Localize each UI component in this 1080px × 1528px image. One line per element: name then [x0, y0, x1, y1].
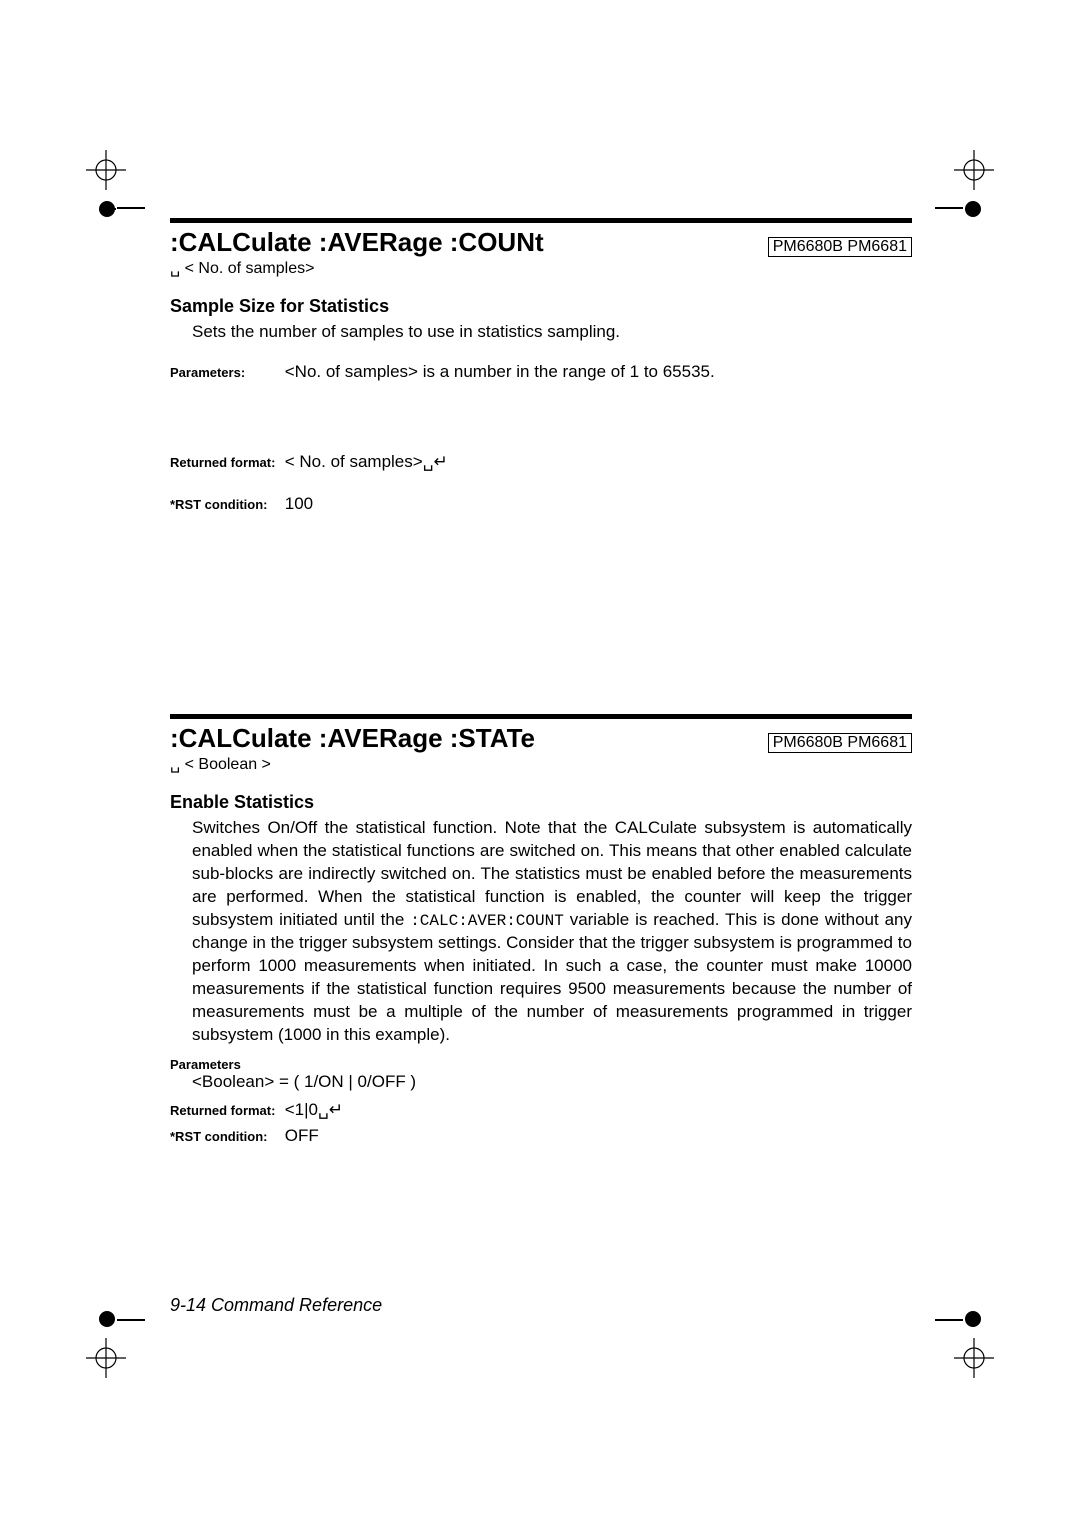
reg-bottom-left — [98, 1310, 116, 1328]
command-title: :CALCulate :AVERage :COUNt — [170, 227, 544, 258]
description: Switches On/Off the statistical function… — [192, 817, 912, 1047]
page-footer: 9-14 Command Reference — [170, 1295, 382, 1316]
cropmark-bottom-left — [86, 1338, 126, 1378]
returned-text: < No. of samples>␣↵ — [285, 452, 448, 471]
rst-text: 100 — [285, 494, 313, 513]
rst-row: *RST condition: OFF — [170, 1126, 912, 1146]
syntax-line: ␣ < Boolean > — [170, 754, 912, 774]
cropmark-top-right — [954, 150, 994, 190]
rst-row: *RST condition: 100 — [170, 494, 912, 514]
page-content: :CALCulate :AVERage :COUNt PM6680B PM668… — [170, 218, 912, 1316]
reg-bar-br — [935, 1319, 963, 1321]
cropmark-bottom-right — [954, 1338, 994, 1378]
rule — [170, 218, 912, 223]
param-text: <No. of samples> is a number in the rang… — [285, 362, 715, 381]
subtitle: Enable Statistics — [170, 792, 912, 813]
rst-text: OFF — [285, 1126, 319, 1145]
description: Sets the number of samples to use in sta… — [192, 321, 912, 344]
reg-bar-tl — [117, 207, 145, 209]
inline-code: :CALC:AVER:COUNT — [410, 912, 564, 930]
reg-top-right — [964, 200, 982, 218]
rst-label: *RST condition: — [170, 497, 280, 512]
returned-row: Returned format: <1|0␣↵ — [170, 1100, 912, 1120]
returned-row: Returned format: < No. of samples>␣↵ — [170, 452, 912, 472]
reg-top-left — [98, 200, 116, 218]
model-box: PM6680B PM6681 — [768, 733, 912, 753]
cropmark-top-left — [86, 150, 126, 190]
param-label: Parameters: — [170, 365, 280, 380]
rst-label: *RST condition: — [170, 1129, 280, 1144]
reg-bar-bl — [117, 1319, 145, 1321]
reg-bar-tr — [935, 207, 963, 209]
command-entry: :CALCulate :AVERage :STATe PM6680B PM668… — [170, 714, 912, 1146]
subtitle: Sample Size for Statistics — [170, 296, 912, 317]
parameters-body: <Boolean> = ( 1/ON | 0/OFF ) — [192, 1072, 912, 1092]
command-entry: :CALCulate :AVERage :COUNt PM6680B PM668… — [170, 218, 912, 514]
returned-text: <1|0␣↵ — [285, 1100, 343, 1119]
rule — [170, 714, 912, 719]
returned-label: Returned format: — [170, 455, 280, 470]
command-title: :CALCulate :AVERage :STATe — [170, 723, 535, 754]
returned-label: Returned format: — [170, 1103, 280, 1118]
parameters-row: Parameters: <No. of samples> is a number… — [170, 362, 912, 382]
reg-bottom-right — [964, 1310, 982, 1328]
syntax-line: ␣ < No. of samples> — [170, 258, 912, 278]
parameters-heading: Parameters — [170, 1057, 912, 1072]
model-box: PM6680B PM6681 — [768, 237, 912, 257]
